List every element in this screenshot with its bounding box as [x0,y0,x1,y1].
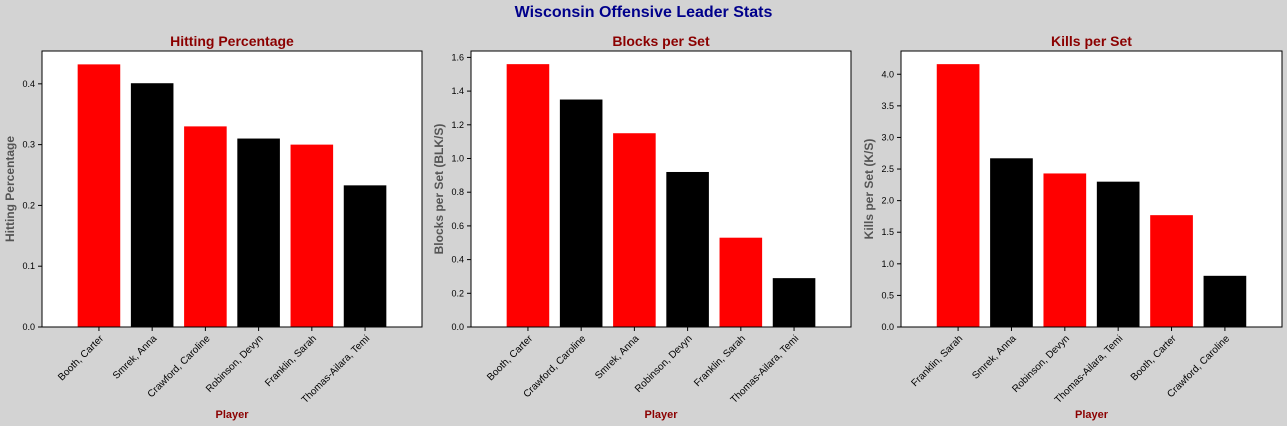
plot-frame [900,50,1283,328]
x-axis-label: Player [644,409,678,421]
chart-title: Blocks per Set [612,33,710,49]
x-tick-label: Robinson, Devyn [204,333,266,395]
bar [1150,215,1193,327]
bar [613,133,656,327]
bar [990,158,1033,327]
y-tick-label: 2.0 [881,196,894,206]
bar [343,185,387,327]
bar [772,278,816,327]
figure-title: Wisconsin Offensive Leader Stats [514,4,773,21]
x-tick-label: Booth, Carter [485,333,535,383]
bar [184,126,227,327]
bar [237,138,280,327]
y-tick-label: 0.4 [22,79,35,89]
x-tick-label: Smrek, Anna [970,333,1019,382]
bar [936,64,980,328]
chart-panel-3: 0.0 0.5 1.0 1.5 2.0 2.5 3.0 3.5 4.0 Franklin, Sar… [862,33,1283,421]
x-axis-label: Player [215,409,249,421]
y-tick-label: 1.0 [451,154,464,164]
y-tick-label: 0.8 [451,187,464,197]
plot-frame [41,50,423,328]
bar [290,144,334,327]
bar [130,83,174,327]
x-tick-label: Booth, Carter [56,333,106,383]
y-tick-label: 1.5 [881,227,894,237]
chart-panel-2: 0.0 0.2 0.4 0.6 0.8 1.0 1.2 1.4 1.6 Booth, Carter… [432,33,852,421]
bar [1043,173,1087,327]
x-axis-label: Player [1075,409,1109,421]
x-tick-label: Robinson, Devyn [633,333,695,395]
y-tick-label: 4.0 [881,69,894,79]
y-tick-label: 0.0 [22,322,35,332]
y-tick-label: 0.6 [451,221,464,231]
y-tick-label: 1.6 [451,52,464,62]
x-tick-label: Robinson, Devyn [1010,333,1072,395]
bar [506,64,550,328]
bar [77,64,121,327]
y-tick-label: 0.4 [451,255,464,265]
chart-title: Kills per Set [1051,33,1132,49]
y-tick-label: 2.5 [881,164,894,174]
bar [666,171,709,327]
x-tick-label: Smrek, Anna [111,333,160,382]
y-axis-label: Kills per Set (K/S) [862,139,876,240]
x-tick-label: Smrek, Anna [593,333,642,382]
y-tick-label: 0.2 [451,288,464,298]
x-tick-label: Franklin, Sarah [909,333,965,389]
y-tick-label: 0.5 [881,290,894,300]
bar [1096,181,1140,327]
y-tick-label: 1.2 [451,120,464,130]
y-tick-label: 0.1 [22,261,35,271]
x-tick-label: Franklin, Sarah [692,333,748,389]
plot-frame [470,50,852,328]
y-axis-label: Hitting Percentage [3,136,17,242]
y-tick-label: 0.2 [22,200,35,210]
y-axis-label: Blocks per Set (BLK/S) [432,124,446,255]
chart-title: Hitting Percentage [170,33,294,49]
x-tick-label: Booth, Carter [1129,333,1179,383]
y-tick-label: 3.0 [881,132,894,142]
y-tick-label: 1.4 [451,86,464,96]
y-tick-label: 0.3 [22,140,35,150]
x-tick-label: Franklin, Sarah [263,333,319,389]
bar [559,99,603,328]
y-tick-label: 1.0 [881,259,894,269]
y-tick-label: 0.0 [451,322,464,332]
y-tick-label: 0.0 [881,322,894,332]
bar [1203,275,1247,327]
y-tick-label: 3.5 [881,101,894,111]
bar [719,237,763,327]
